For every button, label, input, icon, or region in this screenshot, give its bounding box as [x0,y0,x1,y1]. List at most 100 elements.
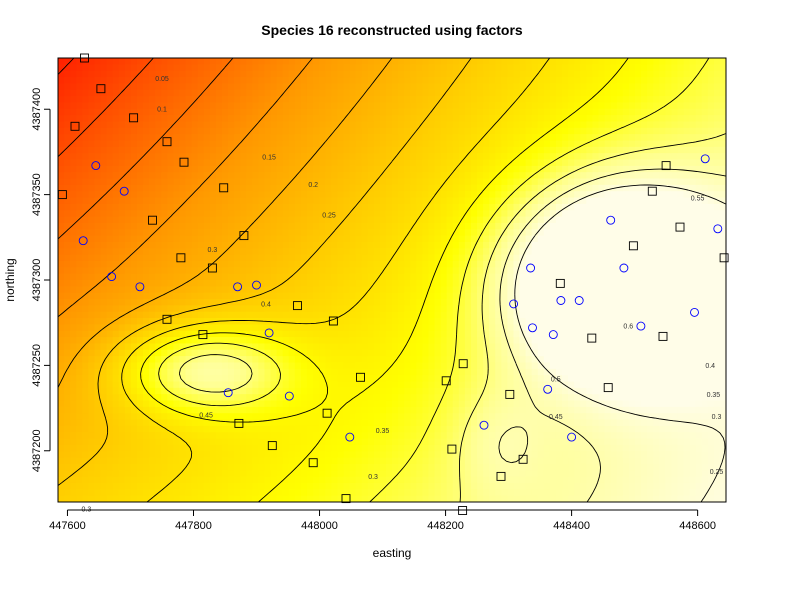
heat-cell [379,318,387,325]
heat-cell [106,58,114,65]
heat-cell [325,292,332,300]
heat-cell [446,254,454,262]
heat-cell [276,241,284,249]
heat-cell [282,394,290,402]
heat-cell [404,140,411,148]
heat-cell [355,235,363,243]
heat-cell [143,134,150,141]
heat-cell [258,438,265,446]
heat-cell [130,406,138,414]
heat-cell [428,305,436,313]
heat-cell [355,349,363,357]
heat-cell [94,419,102,427]
heat-cell [70,64,77,72]
heat-cell [221,64,229,72]
heat-cell [64,286,71,294]
heat-cell [404,463,411,471]
heat-cell [143,400,150,408]
heat-cell [288,267,296,275]
heat-cell [76,413,83,421]
heat-cell [355,58,363,65]
heat-cell [234,349,241,357]
heat-cell [410,108,417,116]
heat-cell [149,140,156,148]
heat-cell [343,362,350,370]
heat-cell [319,70,326,78]
heat-cell [319,489,326,497]
heat-cell [373,77,381,84]
heat-cell [64,394,71,402]
heat-cell [130,305,138,313]
heat-cell [258,108,265,116]
heat-cell [209,153,217,160]
heat-cell [167,476,174,484]
heat-cell [349,324,357,332]
heat-cell [64,254,71,262]
heat-cell [118,260,126,268]
heat-cell [392,451,399,459]
heat-cell [215,203,223,211]
heat-cell [325,222,332,230]
heat-cell [264,121,272,129]
heat-cell [470,140,478,148]
heat-cell [361,470,369,478]
heat-cell [112,425,120,433]
heat-cell [331,260,338,268]
heat-cell [343,368,350,376]
heat-cell [203,273,211,281]
heat-cell [422,267,429,275]
heat-cell [234,241,241,249]
heat-cell [404,197,411,205]
heat-cell [143,273,150,281]
heat-cell [361,381,369,389]
heat-cell [136,280,144,287]
heat-cell [276,159,284,167]
heat-cell [209,356,217,363]
heat-cell [452,387,460,395]
heat-cell [118,432,126,440]
heat-cell [361,165,369,173]
heat-cell [458,444,466,452]
heat-cell [367,165,375,173]
heat-cell [167,292,174,300]
heat-cell [404,406,411,414]
heat-cell [398,280,405,287]
heat-cell [246,115,253,122]
heat-cell [373,476,381,484]
heat-cell [70,406,77,414]
heat-cell [367,184,375,192]
heat-cell [452,108,460,116]
heat-cell [428,299,436,306]
heat-cell [300,70,308,78]
heat-cell [149,286,156,294]
heat-cell [404,273,411,281]
heat-cell [234,210,241,218]
heat-cell [155,191,162,199]
heat-cell [294,159,302,167]
heat-cell [483,77,490,84]
heat-cell [70,476,77,484]
heat-cell [337,165,344,173]
heat-cell [82,172,89,180]
heat-cell [136,425,144,433]
heat-cell [428,463,436,471]
heat-cell [422,406,429,414]
heat-cell [300,241,308,249]
heat-cell [215,248,223,256]
heat-cell [203,184,211,192]
heat-cell [136,260,144,268]
heat-cell [70,368,77,376]
heat-cell [209,381,217,389]
heat-cell [483,102,490,110]
heat-cell [197,254,205,262]
heat-cell [88,140,95,148]
heat-cell [404,260,411,268]
heat-cell [252,121,259,129]
heat-cell [58,324,65,332]
heat-cell [458,368,466,376]
heat-cell [325,89,332,97]
heat-cell [416,457,423,465]
heat-cell [313,178,320,186]
heat-cell [434,495,442,503]
heat-cell [355,318,363,325]
